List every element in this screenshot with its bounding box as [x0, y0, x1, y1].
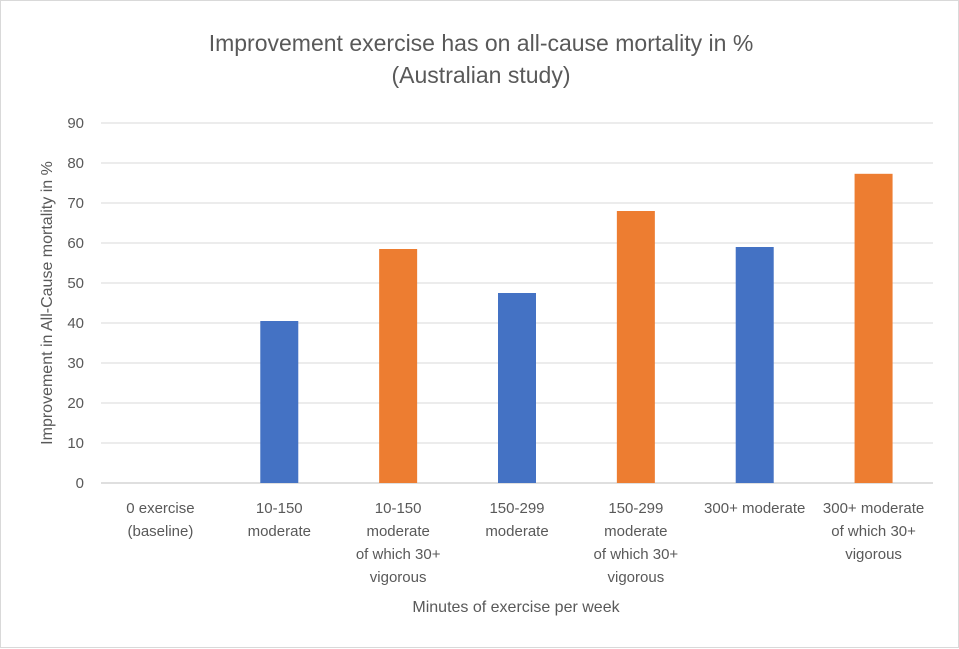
bar [260, 321, 299, 483]
x-category-label: of which 30+ [356, 546, 441, 563]
x-category-label: vigorous [845, 546, 902, 563]
y-tick-label: 30 [67, 355, 84, 372]
y-tick-label: 90 [67, 115, 84, 132]
x-category-label: 300+ moderate [704, 500, 805, 517]
y-axis-ticks: 0 10 20 30 40 50 60 70 80 90 [67, 115, 84, 492]
y-tick-label: 20 [67, 395, 84, 412]
x-axis-categories: 0 exercise (baseline) 10-150 moderate 10-150… [126, 500, 924, 586]
bars [260, 173, 893, 484]
chart-title-line-1: Improvement exercise has on all-cause mo… [209, 30, 754, 56]
x-category-label: 150-299 [608, 500, 663, 517]
y-tick-label: 80 [67, 155, 84, 172]
x-category-label: vigorous [608, 569, 665, 586]
y-axis-label: Improvement in All-Cause mortality in % [39, 161, 56, 445]
x-category-label: 10-150 [256, 500, 303, 517]
x-category-label: moderate [485, 523, 548, 540]
y-tick-label: 50 [67, 275, 84, 292]
bar [498, 293, 536, 483]
x-category-label: 10-150 [375, 500, 422, 517]
bar [379, 249, 418, 483]
x-category-label: moderate [604, 523, 667, 540]
y-tick-label: 40 [67, 315, 84, 332]
x-category-label: moderate [248, 523, 311, 540]
y-tick-label: 70 [67, 195, 84, 212]
x-category-label: 300+ moderate [823, 500, 924, 517]
y-tick-label: 0 [76, 475, 84, 492]
x-category-label: of which 30+ [594, 546, 679, 563]
x-axis-label: Minutes of exercise per week [412, 599, 620, 616]
y-tick-label: 60 [67, 235, 84, 252]
x-category-label: 0 exercise [126, 500, 194, 517]
x-category-label: moderate [366, 523, 429, 540]
bar [854, 173, 893, 484]
x-category-label: 150-299 [489, 500, 544, 517]
bar [616, 211, 655, 483]
chart-title-line-2: (Australian study) [392, 62, 571, 88]
x-category-label: (baseline) [127, 523, 193, 540]
x-category-label: of which 30+ [831, 523, 916, 540]
x-category-label: vigorous [370, 569, 427, 586]
y-tick-label: 10 [67, 435, 84, 452]
bar [735, 247, 774, 483]
